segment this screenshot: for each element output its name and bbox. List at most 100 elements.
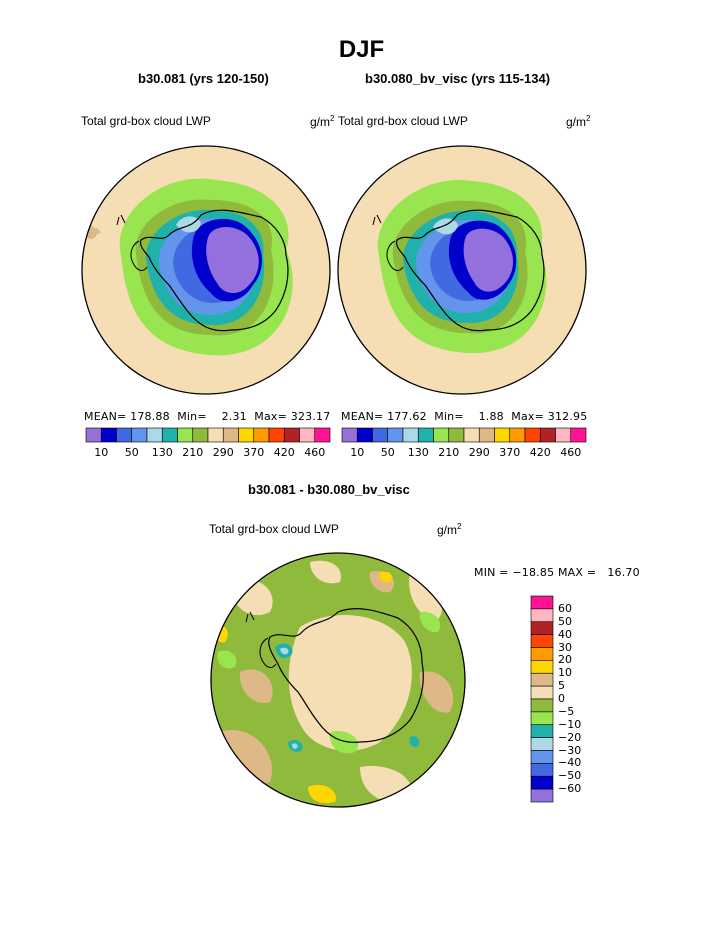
diff-colorbar-ticks: 60 50 40 30 20 10 5 0 −5 −10 −20 −30 −40 −50 −60 xyxy=(558,596,598,802)
diff-colorbar-tick-label: −5 xyxy=(558,704,575,718)
colorbar-box xyxy=(372,427,389,443)
panel2-polar-map xyxy=(337,145,587,395)
colorbar-tick-label: 10 xyxy=(94,446,109,459)
diff-colorbar-tick-label: 60 xyxy=(558,601,572,615)
colorbar-box xyxy=(100,427,117,443)
diff-colorbar-box xyxy=(530,788,554,803)
colorbar-box xyxy=(494,427,511,443)
colorbar-tick-label: 50 xyxy=(124,446,139,459)
colorbar-tick-label: 460 xyxy=(304,446,326,459)
colorbar-tick-label: 420 xyxy=(529,446,551,459)
colorbar-box xyxy=(478,427,495,443)
colorbar-box xyxy=(161,427,178,443)
colorbar-tick-label: 290 xyxy=(468,446,490,459)
colorbar-box xyxy=(222,427,239,443)
colorbar-box xyxy=(402,427,419,443)
panel2-stats: MEAN= 177.62 Min= 1.88 Max= 312.95 xyxy=(341,410,588,423)
colorbar-box xyxy=(146,427,163,443)
diff-colorbar-tick-label: 30 xyxy=(558,640,572,654)
panel2-case-label: b30.080_bv_visc (yrs 115-134) xyxy=(365,71,551,86)
diff-colorbar xyxy=(530,595,554,803)
colorbar-box xyxy=(207,427,224,443)
colorbar-tick-label: 420 xyxy=(273,446,295,459)
colorbar-box xyxy=(570,427,587,443)
colorbar-tick-label: 10 xyxy=(350,446,365,459)
colorbar-box xyxy=(463,427,480,443)
diff-colorbar-box xyxy=(530,608,554,623)
colorbar-box xyxy=(356,427,373,443)
colorbar-box xyxy=(299,427,316,443)
diff-colorbar-box xyxy=(530,634,554,648)
diff-colorbar-box xyxy=(530,685,554,700)
diff-colorbar-box xyxy=(530,647,554,661)
diff-colorbar-box xyxy=(530,595,554,610)
diff-colorbar-tick-label: 0 xyxy=(558,692,565,705)
colorbar-box xyxy=(85,427,102,443)
panel2-variable-label: Total grd-box cloud LWP xyxy=(338,114,468,128)
colorbar-tick-label: 210 xyxy=(438,446,460,459)
diff-colorbar-box xyxy=(530,672,554,687)
panel1-colorbar-ticks: 10 50 130 210 290 370 420 460 xyxy=(86,446,330,460)
diff-colorbar-box xyxy=(530,621,554,635)
colorbar-box xyxy=(341,427,358,443)
colorbar-box xyxy=(314,427,331,443)
colorbar-box xyxy=(433,427,450,443)
panel2-colorbar-ticks: 10 50 130 210 290 370 420 460 xyxy=(342,446,586,460)
colorbar-tick-label: 50 xyxy=(380,446,395,459)
diff-colorbar-tick-label: −20 xyxy=(558,730,582,744)
colorbar-box xyxy=(283,427,300,443)
colorbar-box xyxy=(116,427,133,443)
colorbar-box xyxy=(177,427,194,443)
diff-colorbar-box xyxy=(530,698,554,713)
diff-colorbar-box xyxy=(530,775,554,790)
diff-colorbar-box xyxy=(530,763,554,777)
diff-colorbar-tick-label: −60 xyxy=(558,782,582,796)
colorbar-box xyxy=(253,427,270,443)
diff-colorbar-box xyxy=(530,750,554,764)
colorbar-box xyxy=(387,427,404,443)
colorbar-box xyxy=(268,427,285,443)
diff-colorbar-tick-label: 40 xyxy=(558,627,572,641)
diff-colorbar-box xyxy=(530,724,554,738)
panel1-stats: MEAN= 178.88 Min= 2.31 Max= 323.17 xyxy=(84,410,331,423)
panel1-polar-map xyxy=(81,145,331,395)
diff-colorbar-tick-label: −40 xyxy=(558,756,582,770)
diff-colorbar-tick-label: −10 xyxy=(558,717,582,731)
diff-minmax: MIN = −18.85 MAX = 16.70 xyxy=(474,566,640,579)
diff-units: g/m2 xyxy=(437,522,462,537)
colorbar-box xyxy=(524,427,541,443)
colorbar-box xyxy=(131,427,148,443)
colorbar-box xyxy=(417,427,434,443)
colorbar-tick-label: 130 xyxy=(407,446,429,459)
diff-colorbar-box xyxy=(530,711,554,726)
diff-colorbar-tick-label: 5 xyxy=(558,679,565,693)
colorbar-box xyxy=(509,427,526,443)
diff-colorbar-tick-label: 10 xyxy=(558,666,572,680)
diff-colorbar-tick-label: 50 xyxy=(558,614,572,628)
panel1-variable-label: Total grd-box cloud LWP xyxy=(81,114,211,128)
diff-colorbar-tick-label: −30 xyxy=(558,743,582,757)
diff-colorbar-tick-label: −50 xyxy=(558,769,582,783)
colorbar-box xyxy=(192,427,209,443)
colorbar-box xyxy=(448,427,465,443)
panel1-colorbar xyxy=(85,427,331,443)
colorbar-box xyxy=(555,427,572,443)
diff-variable-label: Total grd-box cloud LWP xyxy=(209,522,339,536)
panel1-units: g/m2 xyxy=(310,114,335,129)
diff-polar-map xyxy=(210,552,466,808)
colorbar-box xyxy=(539,427,556,443)
colorbar-tick-label: 460 xyxy=(560,446,582,459)
colorbar-box xyxy=(238,427,255,443)
diff-label: b30.081 - b30.080_bv_visc xyxy=(248,482,410,497)
diff-colorbar-box xyxy=(530,660,554,674)
colorbar-tick-label: 130 xyxy=(151,446,173,459)
panel2-units: g/m2 xyxy=(566,114,591,129)
panel2-colorbar xyxy=(341,427,587,443)
main-title: DJF xyxy=(338,36,385,63)
colorbar-tick-label: 370 xyxy=(499,446,521,459)
diff-colorbar-box xyxy=(530,737,554,751)
panel1-case-label: b30.081 (yrs 120-150) xyxy=(138,71,269,86)
colorbar-tick-label: 210 xyxy=(182,446,204,459)
colorbar-tick-label: 290 xyxy=(212,446,234,459)
diff-colorbar-tick-label: 20 xyxy=(558,653,572,667)
